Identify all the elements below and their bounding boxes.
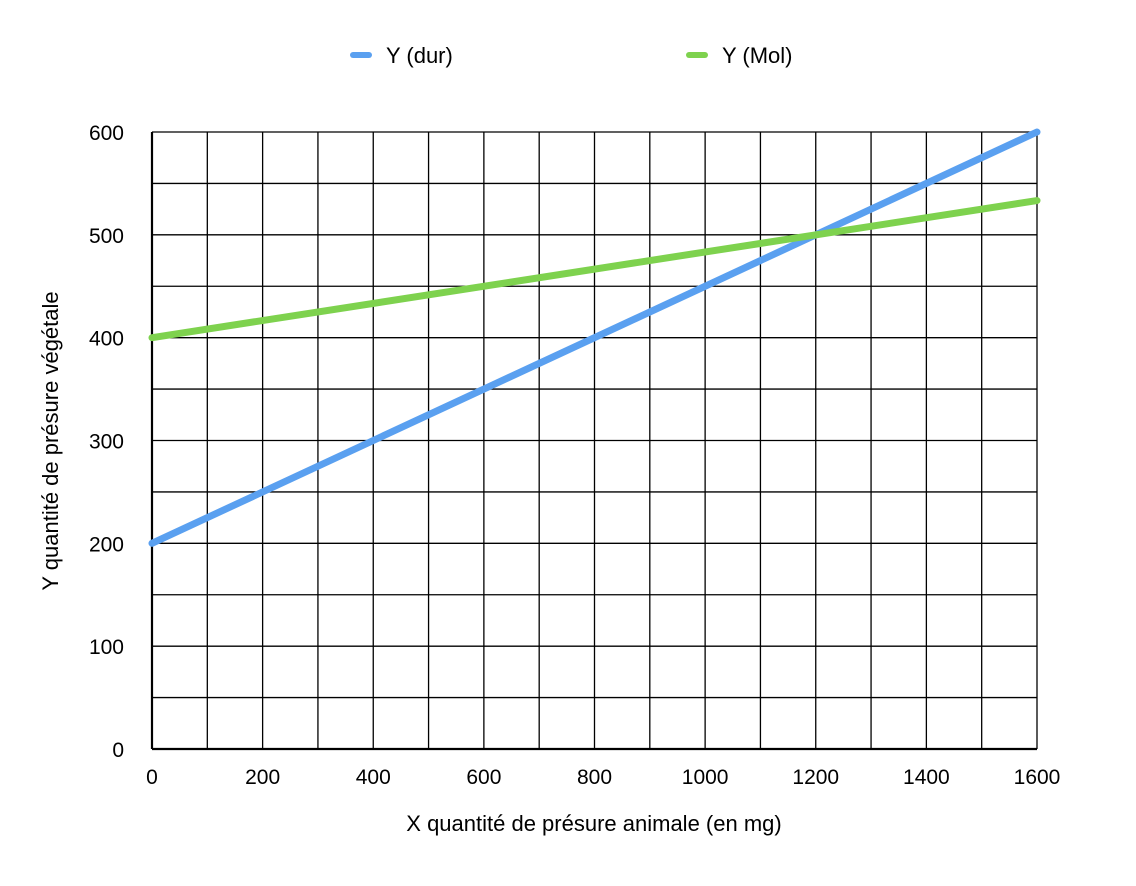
axes bbox=[150, 132, 1037, 751]
x-tick-label: 1400 bbox=[903, 766, 950, 789]
x-tick-label: 600 bbox=[466, 766, 501, 789]
legend-swatch-y-mol bbox=[686, 52, 708, 58]
legend-label-y-mol: Y (Mol) bbox=[722, 43, 793, 68]
legend-label-y-dur: Y (dur) bbox=[386, 43, 453, 68]
y-tick-label: 100 bbox=[89, 636, 124, 659]
series-line-y-dur bbox=[148, 128, 1041, 547]
x-tick-label: 1600 bbox=[1014, 766, 1061, 789]
y-tick-label: 500 bbox=[89, 225, 124, 248]
series-lines bbox=[148, 128, 1041, 547]
x-tick-label: 0 bbox=[146, 766, 158, 789]
x-tick-label: 800 bbox=[577, 766, 612, 789]
y-tick-label: 200 bbox=[89, 533, 124, 556]
x-tick-label: 200 bbox=[245, 766, 280, 789]
legend-item-y-mol[interactable]: Y (Mol) bbox=[686, 43, 793, 68]
x-tick-label: 400 bbox=[356, 766, 391, 789]
x-tick-label: 1000 bbox=[682, 766, 729, 789]
legend: Y (dur) Y (Mol) bbox=[350, 43, 793, 68]
x-tick-label: 1200 bbox=[792, 766, 839, 789]
y-tick-labels: 0 100 200 300 400 500 600 bbox=[89, 122, 124, 762]
y-tick-label: 0 bbox=[112, 739, 124, 762]
y-tick-label: 300 bbox=[89, 431, 124, 454]
y-tick-label: 400 bbox=[89, 328, 124, 351]
legend-item-y-dur[interactable]: Y (dur) bbox=[350, 43, 453, 68]
x-axis-title: X quantité de présure animale (en mg) bbox=[406, 811, 781, 836]
x-tick-labels: 0 200 400 600 800 1000 1200 1400 1600 bbox=[146, 766, 1060, 789]
y-tick-label: 600 bbox=[89, 122, 124, 145]
y-axis-title: Y quantité de présure végétale bbox=[38, 291, 63, 590]
legend-swatch-y-dur bbox=[350, 52, 372, 58]
series-line-y-mol bbox=[148, 197, 1041, 342]
